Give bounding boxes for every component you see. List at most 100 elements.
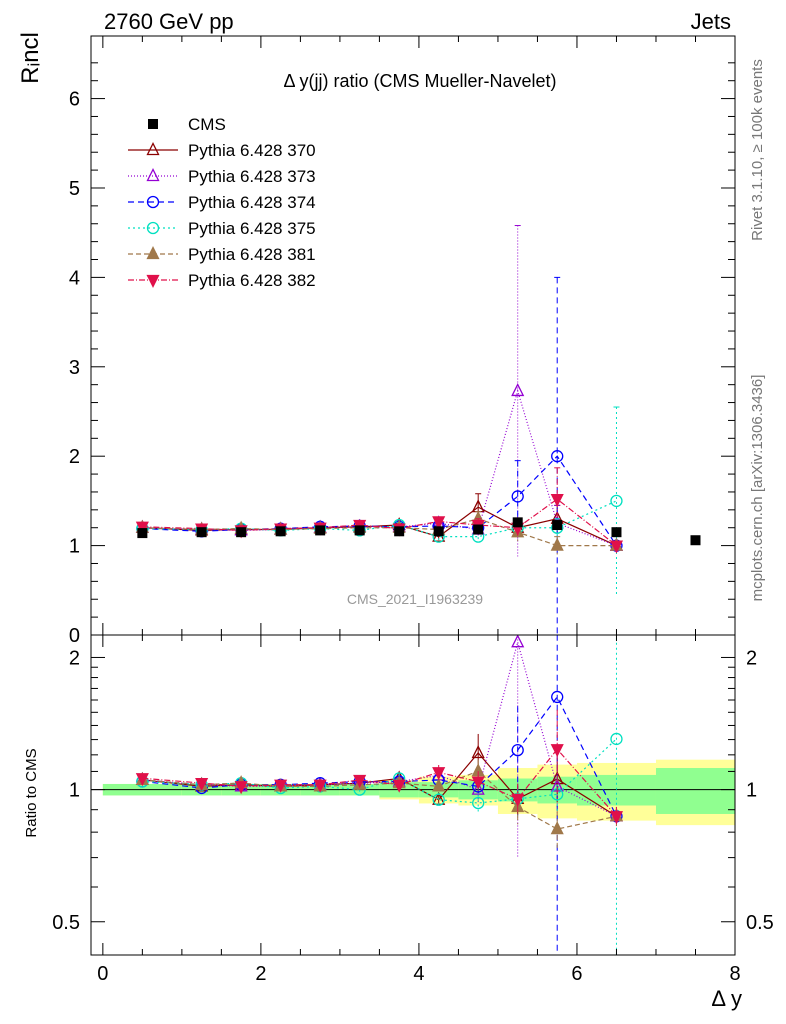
legend-p381-marker [146, 246, 160, 260]
legend: CMS Pythia 6.428 370 Pythia 6.428 373 Pythi… [128, 115, 316, 290]
p381-ratio-point [432, 778, 446, 792]
ratio-uncertainty-band [91, 759, 735, 826]
p382-ratio-point [274, 779, 288, 793]
p373-ratio-line [142, 639, 617, 817]
header-right: Jets [691, 9, 731, 34]
y-tick-label: 1 [69, 536, 80, 558]
p382-ratio-line [142, 748, 617, 817]
p382-ratio-point [609, 811, 624, 825]
p382-point [432, 516, 446, 530]
ratio-tick-label: 1 [69, 780, 80, 802]
x-tick-label: 6 [571, 963, 582, 985]
p375-point [610, 494, 623, 508]
y-tick-label: 6 [69, 89, 80, 111]
cms-data-point [196, 527, 207, 538]
legend-p374-label: Pythia 6.428 374 [188, 193, 316, 212]
cms-data-point [611, 527, 622, 538]
p370-ratio-point [550, 771, 564, 785]
ratio-tick-label-right: 0.5 [746, 912, 774, 934]
y-axis-label-main: Rᵢncl [17, 32, 44, 84]
cms-data-point [354, 525, 365, 536]
legend-p370-label: Pythia 6.428 370 [188, 141, 316, 160]
x-tick-label: 8 [729, 963, 740, 985]
p382-ratio-point [471, 776, 485, 790]
p373-ratio-point [471, 781, 485, 795]
p373-ratio-point [511, 635, 525, 648]
legend-cms-label: CMS [188, 115, 226, 134]
side-text-mcplots: mcplots.cern.ch [arXiv:1306.3436] [749, 375, 766, 602]
p381-line [142, 518, 617, 547]
p381-point [550, 537, 564, 551]
legend-p374-marker [146, 195, 160, 209]
p381-ratio-line [142, 770, 617, 830]
x-tick-label: 0 [97, 963, 108, 985]
cms-data-point [394, 526, 405, 537]
p382-ratio-point [135, 773, 149, 787]
legend-p375-marker [146, 221, 160, 235]
cms-data-point [137, 528, 148, 539]
side-text-rivet: Rivet 3.1.10, ≥ 100k events [749, 59, 766, 241]
p382-line [142, 498, 617, 547]
p374-ratio-point [511, 743, 524, 757]
p382-point [609, 540, 624, 554]
p382-ratio-point [353, 774, 367, 789]
y-tick-label: 2 [69, 446, 80, 468]
p375-ratio-point [472, 796, 485, 810]
p374-point [551, 450, 564, 463]
ratio-panel-frame [90, 634, 736, 956]
y-tick-label: 4 [69, 267, 80, 289]
ratio-tick-label: 0.5 [52, 912, 80, 934]
header-left: 2760 GeV pp [104, 9, 234, 34]
p382-ratio-point [432, 767, 446, 781]
y-tick-label: 3 [69, 357, 80, 379]
chart-title: Δ y(jj) ratio (CMS Mueller-Navelet) [283, 71, 556, 91]
cms-data-point [552, 520, 563, 531]
p382-ratio-point [313, 779, 327, 793]
p374-point [511, 490, 524, 503]
legend-p375-label: Pythia 6.428 375 [188, 219, 316, 238]
ratio-tick-label-right: 2 [746, 647, 757, 669]
legend-p382-marker [146, 274, 160, 288]
cms-data-point [473, 524, 484, 535]
legend-cms-marker [148, 119, 158, 129]
p375-ratio-point [432, 793, 445, 806]
ratio-panel-series [135, 635, 624, 955]
cms-data-point [236, 527, 247, 538]
p381-ratio-point [550, 821, 564, 835]
p375-ratio-point [610, 732, 623, 746]
p375-line [142, 500, 617, 538]
p373-line [142, 388, 617, 547]
p374-line [142, 455, 617, 546]
main-panel-series [135, 225, 701, 635]
y-tick-label: 5 [69, 178, 80, 200]
x-tick-label: 4 [413, 963, 424, 985]
p382-point [550, 493, 564, 508]
p374-ratio-point [551, 690, 564, 704]
y-axis-label-ratio: Ratio to CMS [23, 748, 40, 837]
ratio-tick-label: 2 [69, 647, 80, 669]
cms-data-point [690, 535, 701, 546]
legend-p370-marker [146, 142, 160, 156]
legend-p373-label: Pythia 6.428 373 [188, 167, 316, 186]
p373-point [511, 382, 525, 397]
cms-data-point [512, 517, 523, 528]
p382-ratio-point [234, 781, 248, 795]
p382-point [135, 521, 149, 535]
cms-data-point [315, 525, 326, 536]
band-green-bin [655, 768, 735, 814]
cms-data-point [275, 526, 286, 537]
legend-p373-marker [146, 168, 160, 182]
p382-ratio-point [195, 777, 209, 792]
x-tick-label: 2 [255, 963, 266, 985]
legend-p382-label: Pythia 6.428 382 [188, 271, 316, 290]
cms-data-point [433, 526, 444, 537]
p382-ratio-point [511, 793, 525, 807]
watermark: CMS_2021_I1963239 [347, 591, 483, 607]
p382-ratio-point [550, 744, 564, 758]
legend-p381-label: Pythia 6.428 381 [188, 245, 316, 264]
p370-ratio-point [471, 745, 485, 759]
ratio-tick-label-right: 1 [746, 780, 757, 802]
y-tick-label: 0 [69, 625, 80, 647]
